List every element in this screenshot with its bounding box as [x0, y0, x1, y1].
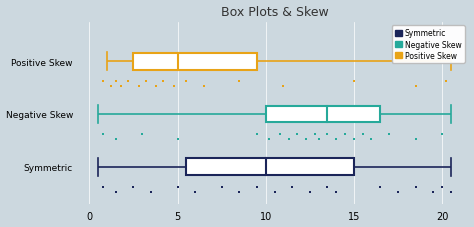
Bar [266, 106, 380, 123]
Legend: Symmetric, Negative Skew, Positive Skew: Symmetric, Negative Skew, Positive Skew [392, 26, 465, 64]
Bar [134, 53, 257, 70]
Bar [186, 159, 354, 175]
Title: Box Plots & Skew: Box Plots & Skew [220, 5, 328, 18]
